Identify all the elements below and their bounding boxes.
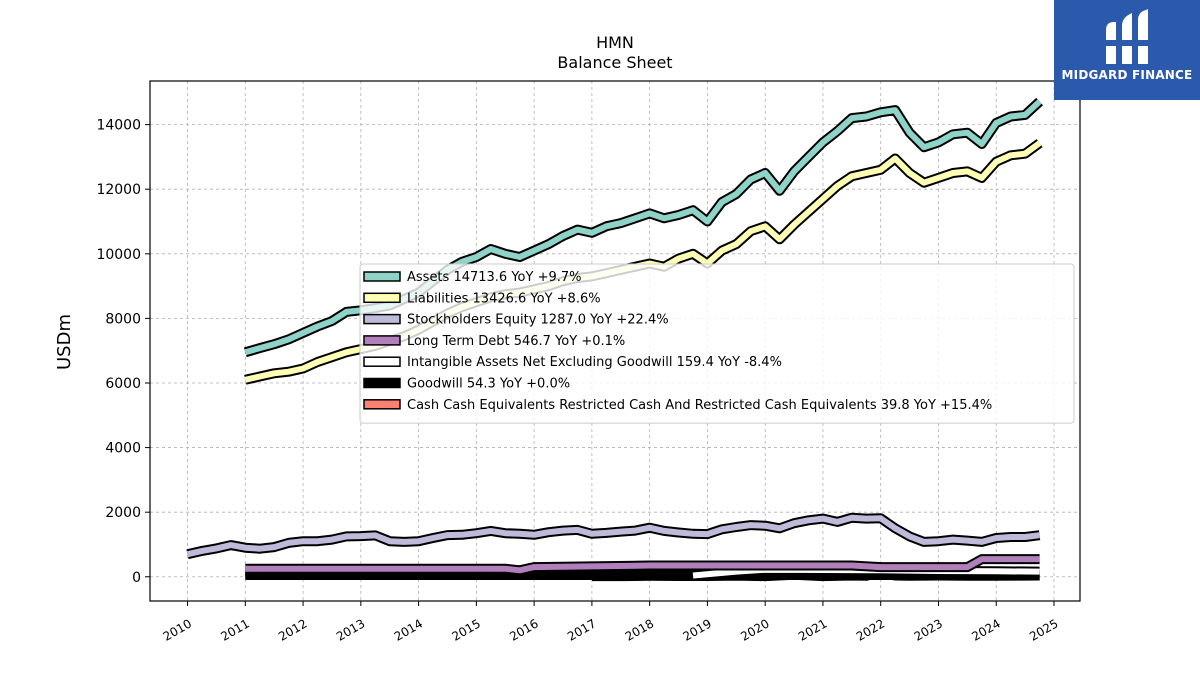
legend-swatch xyxy=(363,313,401,325)
brand-logo: MIDGARD FINANCE xyxy=(1054,0,1200,100)
legend-swatch xyxy=(363,377,401,389)
legend-swatch xyxy=(363,356,401,367)
y-tick-label: 12000 xyxy=(96,182,141,198)
legend-item: Long Term Debt 546.7 YoY +0.1% xyxy=(363,334,625,349)
x-tick-label: 2019 xyxy=(681,616,714,643)
plot-frame xyxy=(149,80,1081,602)
x-tick-label: 2018 xyxy=(623,616,656,643)
chart-title: HMN xyxy=(596,33,634,52)
legend-label: Long Term Debt 546.7 YoY +0.1% xyxy=(407,334,625,349)
legend-swatch xyxy=(363,335,401,346)
x-tick-label: 2021 xyxy=(796,616,829,643)
legend-item: Stockholders Equity 1287.0 YoY +22.4% xyxy=(363,313,669,328)
x-tick-label: 2025 xyxy=(1027,616,1060,643)
legend-label: Goodwill 54.3 YoY +0.0% xyxy=(407,377,570,392)
x-tick-label: 2013 xyxy=(334,616,367,643)
logo-text: MIDGARD FINANCE xyxy=(1061,68,1193,82)
legend-item: Liabilities 13426.6 YoY +8.6% xyxy=(363,291,601,306)
y-axis-label: USDm xyxy=(54,314,75,370)
series-long-term-debt xyxy=(245,554,1040,576)
y-tick-label: 14000 xyxy=(96,118,141,134)
x-tick-label: 2017 xyxy=(565,616,598,643)
legend: Assets 14713.6 YoY +9.7% Liabilities 1342… xyxy=(359,263,1075,424)
legend-box xyxy=(359,263,1075,424)
legend-label: Stockholders Equity 1287.0 YoY +22.4% xyxy=(407,313,669,328)
legend-label: Liabilities 13426.6 YoY +8.6% xyxy=(407,291,601,306)
x-tick-label: 2012 xyxy=(276,616,309,643)
series-line xyxy=(245,556,1040,574)
y-tick-label: 2000 xyxy=(105,505,141,521)
legend-swatch xyxy=(363,292,401,304)
series-line xyxy=(186,514,1040,558)
x-tick-label: 2022 xyxy=(854,616,887,643)
legend-swatch xyxy=(363,399,401,410)
x-tick-label: 2014 xyxy=(392,616,425,643)
y-tick-label: 0 xyxy=(132,570,141,586)
x-tick-label: 2011 xyxy=(218,616,251,643)
legend-label: Intangible Assets Net Excluding Goodwill… xyxy=(407,355,782,370)
legend-label: Assets 14713.6 YoY +9.7% xyxy=(407,270,582,285)
logo-mark-icon xyxy=(1104,9,1150,64)
y-tick-label: 4000 xyxy=(105,441,141,457)
legend-label: Cash Cash Equivalents Restricted Cash An… xyxy=(407,398,992,413)
legend-item: Goodwill 54.3 YoY +0.0% xyxy=(363,377,570,392)
y-tick-label: 10000 xyxy=(96,247,141,263)
x-tick-label: 2024 xyxy=(969,616,1002,643)
x-tick-label: 2016 xyxy=(507,616,540,643)
series-stockholders-equity xyxy=(186,512,1041,560)
y-tick-label: 8000 xyxy=(105,311,141,327)
legend-swatch xyxy=(363,271,401,282)
legend-item: Cash Cash Equivalents Restricted Cash An… xyxy=(363,398,992,413)
chart-subtitle: Balance Sheet xyxy=(557,53,672,72)
legend-item: Intangible Assets Net Excluding Goodwill… xyxy=(363,355,782,370)
x-tick-label: 2023 xyxy=(912,616,945,643)
y-tick-label: 6000 xyxy=(105,376,141,392)
x-tick-label: 2015 xyxy=(449,616,482,643)
x-tick-label: 2010 xyxy=(161,616,194,643)
x-tick-label: 2020 xyxy=(738,616,771,643)
legend-item: Assets 14713.6 YoY +9.7% xyxy=(363,270,582,285)
